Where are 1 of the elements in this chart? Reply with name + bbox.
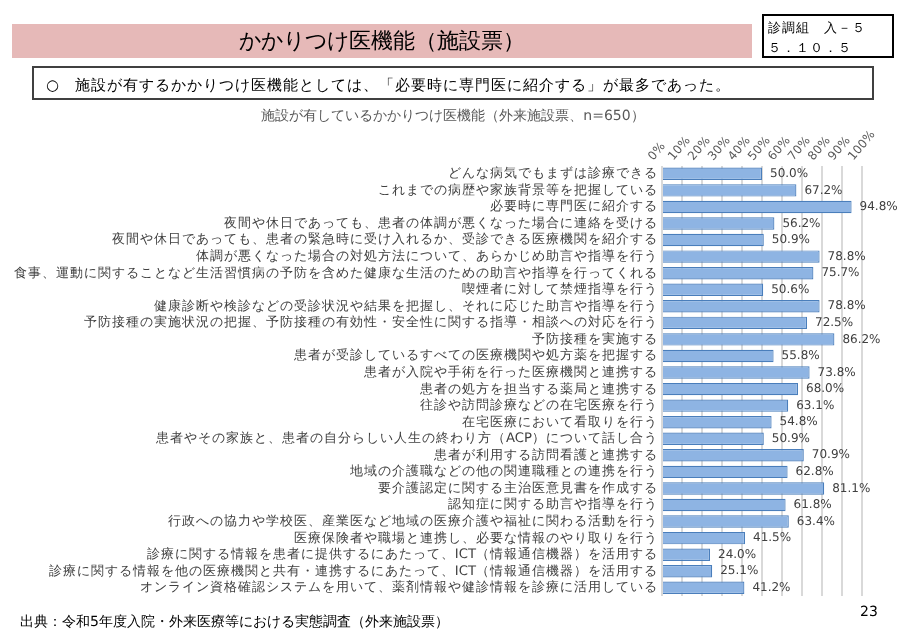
text: かかりつけ医機能（施設票） (12, 24, 752, 58)
